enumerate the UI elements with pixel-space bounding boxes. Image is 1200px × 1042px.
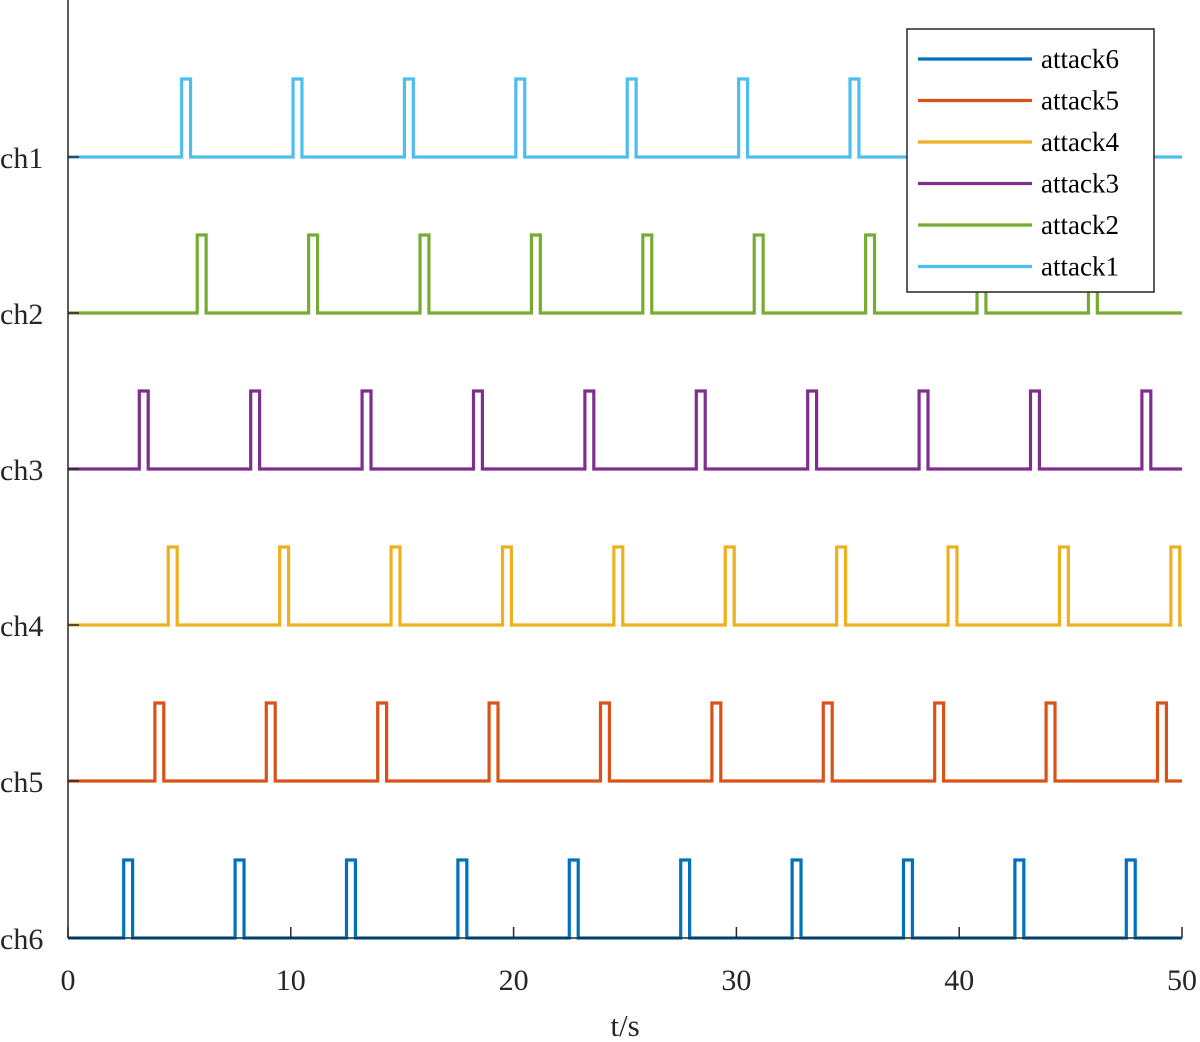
x-tick-label: 0 <box>61 964 76 997</box>
legend-label-attack3: attack3 <box>1041 169 1119 199</box>
legend-label-attack1: attack1 <box>1041 252 1119 282</box>
y-tick-label-ch6: ch6 <box>0 923 43 956</box>
legend-label-attack5: attack5 <box>1041 86 1119 116</box>
y-tick-label-ch2: ch2 <box>0 298 43 331</box>
legend-label-attack4: attack4 <box>1041 127 1119 157</box>
legend-label-attack2: attack2 <box>1041 210 1119 240</box>
y-tick-label-ch4: ch4 <box>0 610 43 643</box>
legend-box <box>906 28 1155 293</box>
legend-label-attack6: attack6 <box>1041 44 1119 74</box>
y-tick-label-ch5: ch5 <box>0 766 43 799</box>
series-line-attack3 <box>68 389 1182 471</box>
x-tick-label: 30 <box>721 964 751 997</box>
x-tick-label: 40 <box>944 964 974 997</box>
y-ticks: ch1 ch2 ch3 ch4 ch5 ch6 <box>0 142 79 956</box>
series-line-attack4 <box>68 545 1182 627</box>
series-line-attack5 <box>68 701 1182 783</box>
legend: attack6 attack5 attack4 attack3 attack2 attac… <box>906 28 1155 293</box>
y-tick-label-ch1: ch1 <box>0 142 43 175</box>
x-tick-label: 20 <box>499 964 529 997</box>
x-ticks: 0 10 20 30 40 50 <box>61 927 1197 997</box>
x-tick-label: 10 <box>276 964 306 997</box>
x-tick-label: 50 <box>1167 964 1197 997</box>
x-axis-label: t/s <box>610 1008 639 1042</box>
y-tick-label-ch3: ch3 <box>0 454 43 487</box>
